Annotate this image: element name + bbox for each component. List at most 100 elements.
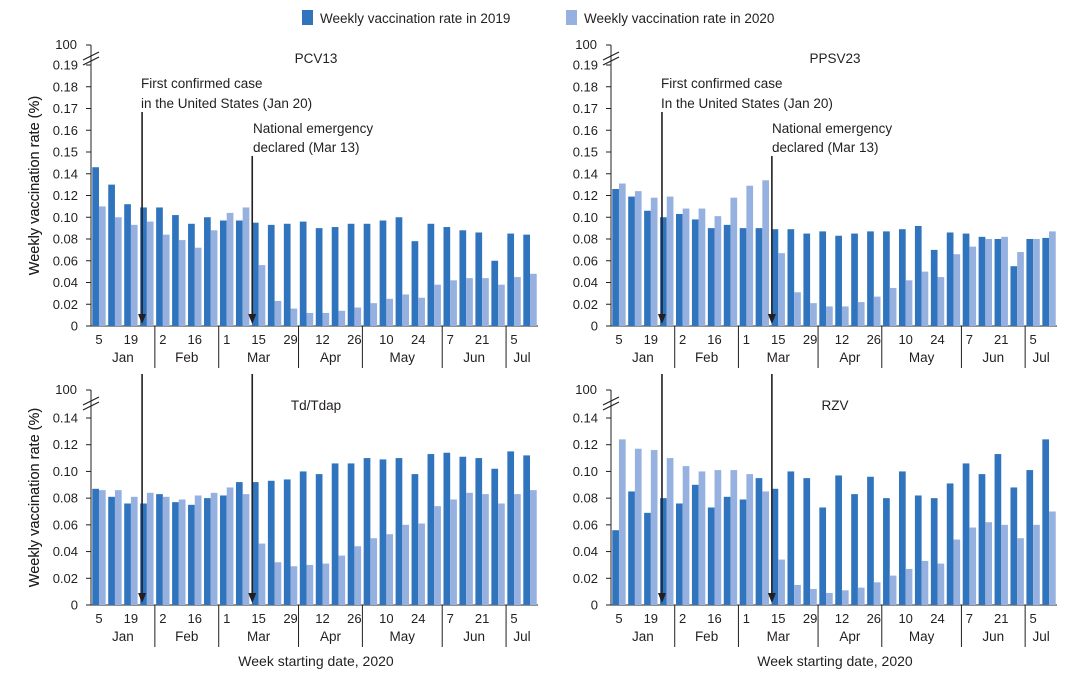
bar-2019 — [92, 488, 99, 605]
bar-2019 — [739, 228, 747, 327]
week-tick-label: 21 — [994, 611, 1008, 626]
bar-2020 — [258, 543, 266, 605]
legend-swatch-2019 — [302, 10, 313, 25]
bar-2019 — [819, 231, 827, 326]
y-tick-label: 0.02 — [573, 297, 598, 312]
week-tick-label: 29 — [283, 332, 297, 347]
bar-2020 — [322, 312, 330, 326]
arrow-first-case-head — [138, 593, 147, 603]
week-tick-label: 1 — [743, 332, 750, 347]
bar-2020 — [178, 499, 186, 605]
panel-title: PCV13 — [295, 51, 338, 66]
y-tick-label: 0.14 — [53, 166, 78, 181]
arrow-emergency-head — [248, 593, 257, 603]
bar-2020 — [146, 221, 154, 326]
bar-2020 — [985, 239, 993, 326]
y-tick-label: 0.06 — [573, 517, 598, 532]
month-label: Jul — [1032, 629, 1049, 644]
month-label: May — [909, 629, 935, 644]
week-tick-label: 16 — [188, 611, 202, 626]
y-tick-label: 0.02 — [53, 571, 78, 586]
y-tick-label: 0.17 — [53, 101, 78, 116]
annotation-emergency: declared (Mar 13) — [253, 140, 360, 155]
bar-2020 — [682, 208, 690, 326]
y-tick-label: 0 — [71, 598, 78, 613]
y-tick-label: 0.04 — [53, 275, 78, 290]
bar-2019 — [92, 167, 99, 326]
bar-2020 — [434, 284, 441, 326]
bar-2020 — [210, 230, 218, 326]
month-label: Feb — [175, 629, 198, 644]
week-tick-label: 12 — [315, 611, 329, 626]
bar-2020 — [985, 522, 993, 605]
bar-2019 — [723, 224, 731, 326]
month-label: Jun — [982, 629, 1004, 644]
bar-2020 — [466, 492, 473, 605]
month-label: Apr — [320, 629, 342, 644]
week-tick-label: 19 — [644, 332, 658, 347]
bar-2019 — [507, 233, 515, 326]
y-axis-label: Weekly vaccination rate (%) — [27, 96, 43, 275]
bar-2020 — [778, 559, 785, 605]
bar-2020 — [162, 496, 170, 605]
week-tick-label: 21 — [994, 332, 1008, 347]
bar-2020 — [146, 492, 154, 605]
bar-2019 — [124, 503, 131, 605]
bar-2020 — [746, 474, 754, 605]
bar-2019 — [140, 207, 147, 326]
arrow-emergency-head — [248, 314, 257, 324]
bar-2020 — [530, 273, 537, 326]
week-tick-label: 5 — [95, 611, 102, 626]
week-tick-label: 5 — [615, 332, 622, 347]
bar-2020 — [482, 278, 489, 326]
y-tick-label: 0.16 — [573, 123, 598, 138]
axis-break-mark — [602, 56, 620, 66]
bar-2020 — [1049, 511, 1056, 605]
bar-2020 — [434, 506, 441, 605]
annotation-first-case: First confirmed case — [661, 76, 783, 91]
week-tick-label: 24 — [930, 332, 944, 347]
axis-break-mark — [82, 56, 100, 66]
bar-2019 — [443, 227, 451, 326]
bar-2020 — [98, 206, 106, 327]
week-tick-label: 26 — [347, 611, 361, 626]
axis-break-mark — [82, 396, 100, 406]
bar-2019 — [379, 220, 387, 326]
week-tick-label: 10 — [898, 332, 912, 347]
bar-2020 — [210, 492, 218, 605]
bar-2019 — [219, 220, 227, 326]
bar-2020 — [810, 303, 817, 326]
panel-title: RZV — [822, 398, 849, 413]
bar-2019 — [172, 215, 179, 326]
legend-label-2019: Weekly vaccination rate in 2019 — [320, 11, 510, 26]
bar-2019 — [691, 484, 699, 605]
bar-2019 — [459, 456, 467, 605]
bar-2020 — [746, 185, 754, 326]
bar-2019 — [946, 232, 954, 326]
y-tick-label: 0.10 — [53, 210, 78, 225]
y-tick-label: 0 — [591, 598, 598, 613]
bar-2020 — [826, 592, 833, 605]
bar-2019 — [1010, 487, 1018, 605]
bar-2019 — [739, 499, 747, 605]
bar-2019 — [331, 463, 339, 605]
week-tick-label: 10 — [898, 611, 912, 626]
bar-2020 — [666, 196, 674, 326]
y-tick-label: 0.14 — [573, 411, 598, 426]
bar-2019 — [707, 507, 715, 605]
week-tick-label: 1 — [223, 332, 230, 347]
panel-ppsv23: 10000.020.040.060.080.100.120.140.150.16… — [27, 37, 1057, 368]
bar-2019 — [251, 482, 259, 605]
bar-2019 — [475, 232, 483, 326]
bar-2020 — [937, 563, 945, 605]
bar-2020 — [482, 494, 489, 605]
bar-2019 — [347, 463, 355, 605]
bar-2019 — [675, 213, 683, 326]
month-label: Jan — [112, 350, 134, 365]
month-label: Jan — [632, 350, 654, 365]
bar-2020 — [178, 240, 186, 326]
bar-2020 — [826, 306, 833, 326]
bar-2019 — [475, 458, 483, 605]
y-tick-label: 0.08 — [53, 491, 78, 506]
